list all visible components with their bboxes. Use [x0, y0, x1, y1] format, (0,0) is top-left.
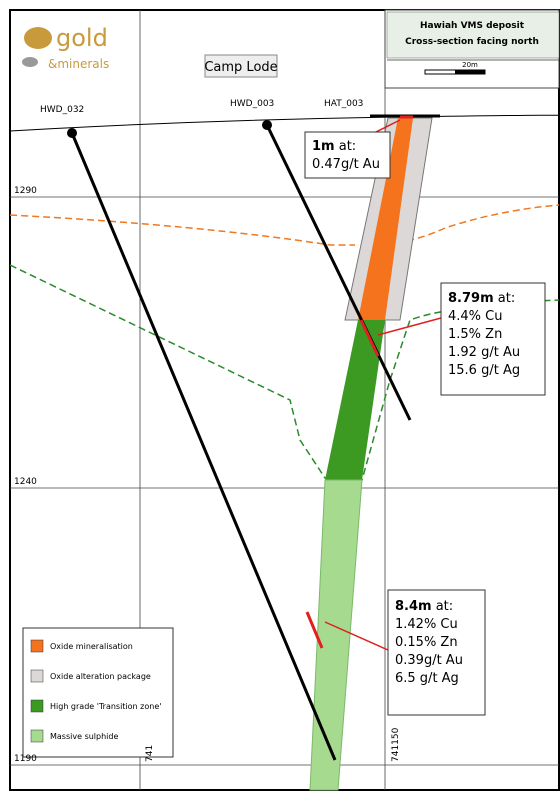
callout-line: 4.4% Cu: [448, 309, 502, 324]
callout-line: 6.5 g/t Ag: [395, 671, 459, 686]
legend-label: Oxide alteration package: [50, 672, 151, 681]
texts: gold &minerals Hawiah VMS deposit Cross-…: [48, 21, 539, 75]
callout-line: 15.6 g/t Ag: [448, 363, 520, 378]
scale-label: 20m: [462, 61, 478, 69]
callout-head: 8.79m at:: [448, 291, 515, 306]
callout-line: 1.42% Cu: [395, 617, 458, 632]
elevation-label: 1190: [14, 754, 37, 764]
callout-box: [304, 131, 391, 179]
easting-label: 741: [145, 745, 155, 762]
callout-head: 1m at:: [312, 139, 356, 154]
callout-line: 1.92 g/t Au: [448, 345, 520, 360]
callout-rest: at:: [335, 139, 357, 154]
massive-sulphide: [309, 479, 363, 791]
callout-line: 0.47g/t Au: [312, 157, 380, 172]
intercepts: [305, 115, 413, 649]
hole-label: HWD_003: [230, 99, 274, 109]
section-label: Camp Lode: [204, 60, 277, 75]
callout-line: 1.5% Zn: [448, 327, 502, 342]
callout-box: [387, 589, 486, 716]
callout-rest: at:: [494, 291, 516, 306]
transition-zone: [325, 320, 385, 480]
drill-hole: [70, 132, 337, 761]
header-title: Hawiah VMS deposit: [420, 21, 525, 31]
logo-word: gold: [56, 24, 108, 52]
legend-label: High grade 'Transition zone': [50, 702, 161, 711]
legend-swatch: [30, 669, 44, 683]
logo-icon: [24, 27, 52, 49]
collar: [67, 128, 77, 138]
callout-bold: 8.4m: [395, 599, 432, 614]
legend-swatch: [30, 699, 44, 713]
logo-icon2: [22, 57, 38, 67]
legend-label: Oxide mineralisation: [50, 642, 133, 651]
callout-box: [440, 282, 546, 396]
callout-bold: 8.79m: [448, 291, 494, 306]
legend-swatch: [30, 639, 44, 653]
callout-rest: at:: [432, 599, 454, 614]
header-fill: [386, 11, 560, 59]
oxide: [358, 118, 413, 320]
elevation-label: 1240: [14, 477, 37, 487]
drill-hole: [265, 124, 412, 421]
callout-head: 8.4m at:: [395, 599, 453, 614]
easting-label: 741150: [391, 727, 401, 762]
hole-label: HAT_003: [324, 99, 363, 109]
logo-sub: &minerals: [48, 57, 109, 71]
transition-boundary: [9, 264, 560, 481]
legend-label: Massive sulphide: [50, 732, 118, 741]
scale-bar-fill: [455, 70, 485, 74]
label-box: [204, 54, 278, 78]
hole-label: HWD_032: [40, 105, 84, 115]
legend-swatch: [30, 729, 44, 743]
callout-line: 0.15% Zn: [395, 635, 458, 650]
legend-box: [22, 627, 174, 758]
callout-line: 0.39g/t Au: [395, 653, 463, 668]
collar: [262, 120, 272, 130]
header-subtitle: Cross-section facing north: [405, 37, 539, 47]
callout-bold: 1m: [312, 139, 335, 154]
elevation-label: 1290: [14, 186, 37, 196]
